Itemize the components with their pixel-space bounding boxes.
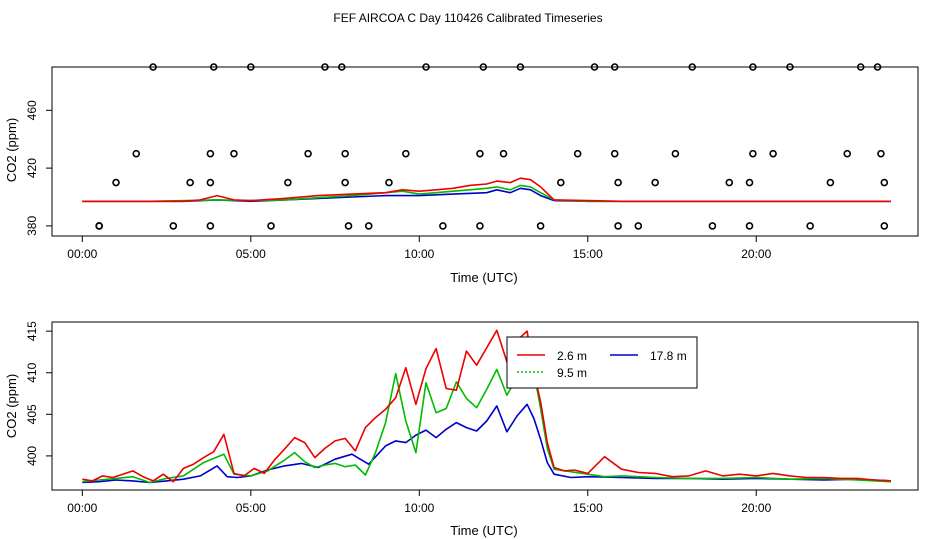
data-point xyxy=(749,63,757,71)
chart-title: FEF AIRCOA C Day 110426 Calibrated Times… xyxy=(333,11,602,25)
data-point xyxy=(786,63,794,71)
data-point xyxy=(749,149,757,158)
x-tick-label: 15:00 xyxy=(573,501,603,515)
data-point xyxy=(880,222,889,230)
y-tick-label: 415 xyxy=(25,321,39,341)
series-line-17.8m xyxy=(82,403,892,484)
data-point xyxy=(402,149,410,158)
ylabel-top: CO2 (ppm) xyxy=(4,118,19,182)
data-point xyxy=(671,149,680,158)
data-point xyxy=(341,149,349,158)
data-point xyxy=(826,178,835,187)
data-point xyxy=(610,63,619,71)
data-point xyxy=(206,222,215,230)
y-tick-label: 460 xyxy=(25,100,39,120)
series-line-red xyxy=(82,177,891,203)
data-point xyxy=(132,149,141,158)
plot-frame-top xyxy=(51,66,919,237)
data-point xyxy=(476,149,484,158)
data-point xyxy=(206,149,215,158)
y-tick-label: 400 xyxy=(25,446,39,466)
data-point xyxy=(284,178,292,187)
data-point xyxy=(634,222,643,230)
ylabel-bottom: CO2 (ppm) xyxy=(4,374,19,438)
data-point xyxy=(873,63,882,71)
data-point xyxy=(479,63,488,71)
data-point xyxy=(304,149,312,158)
data-point xyxy=(206,178,215,187)
xlabel-top: Time (UTC) xyxy=(450,270,517,285)
data-point xyxy=(230,149,238,158)
data-point xyxy=(439,222,447,230)
data-point xyxy=(856,63,865,71)
data-point xyxy=(725,178,734,187)
plot-frame-bottom xyxy=(51,321,919,491)
series-line-9.5m xyxy=(82,368,892,484)
x-tick-label: 20:00 xyxy=(741,501,771,515)
x-tick-label: 00:00 xyxy=(67,247,97,261)
data-point xyxy=(745,222,754,230)
y-tick-label: 405 xyxy=(25,404,39,424)
data-point xyxy=(880,178,889,187)
data-point xyxy=(321,63,329,71)
legend-label-17.8m: 17.8 m xyxy=(650,349,687,363)
data-point xyxy=(688,63,697,71)
y-tick-label: 410 xyxy=(25,362,39,382)
x-tick-label: 10:00 xyxy=(404,501,434,515)
x-tick-label: 15:00 xyxy=(573,247,603,261)
data-point xyxy=(573,149,582,158)
data-point xyxy=(385,178,393,187)
data-point xyxy=(536,222,545,230)
x-tick-label: 20:00 xyxy=(741,247,771,261)
data-point xyxy=(422,63,430,71)
panel-top: CO2 (ppm) Time (UTC) 00:00 05:00 10:00 15:0… xyxy=(4,63,919,285)
data-point xyxy=(149,63,157,71)
xlabel-bottom: Time (UTC) xyxy=(450,523,517,538)
data-point xyxy=(614,222,622,230)
legend-label-9.5m: 9.5 m xyxy=(557,366,587,380)
series-line-2.6m xyxy=(82,329,892,483)
data-point xyxy=(267,222,275,230)
x-tick-label: 05:00 xyxy=(236,247,266,261)
y-tick-label: 380 xyxy=(25,216,39,236)
data-point xyxy=(806,222,814,230)
data-point xyxy=(499,149,508,158)
data-point xyxy=(745,178,754,187)
data-point xyxy=(169,222,178,230)
data-point xyxy=(557,178,565,187)
data-point xyxy=(708,222,717,230)
data-point xyxy=(341,178,349,187)
y-tick-label: 420 xyxy=(25,158,39,178)
legend: 2.6 m 9.5 m 17.8 m xyxy=(506,336,698,389)
panel-bottom: CO2 (ppm) Time (UTC) 00:00 05:00 10:00 15:0… xyxy=(4,321,919,538)
data-point xyxy=(344,222,353,230)
data-point xyxy=(247,63,255,71)
data-point xyxy=(186,178,194,187)
data-point xyxy=(112,178,120,187)
data-point xyxy=(516,63,525,71)
data-point xyxy=(476,222,484,230)
data-point xyxy=(209,63,218,71)
x-tick-label: 05:00 xyxy=(236,501,266,515)
x-tick-label: 10:00 xyxy=(404,247,434,261)
data-point xyxy=(614,178,622,187)
legend-label-2.6m: 2.6 m xyxy=(557,349,587,363)
x-tick-label: 00:00 xyxy=(67,501,97,515)
data-point xyxy=(364,222,373,230)
data-point xyxy=(95,222,103,230)
data-point xyxy=(877,149,885,158)
data-point xyxy=(590,63,599,71)
data-point xyxy=(337,63,346,71)
data-point xyxy=(610,149,619,158)
data-point xyxy=(843,149,852,158)
legend-box xyxy=(506,336,698,389)
data-point xyxy=(769,149,777,158)
data-point xyxy=(651,178,659,187)
